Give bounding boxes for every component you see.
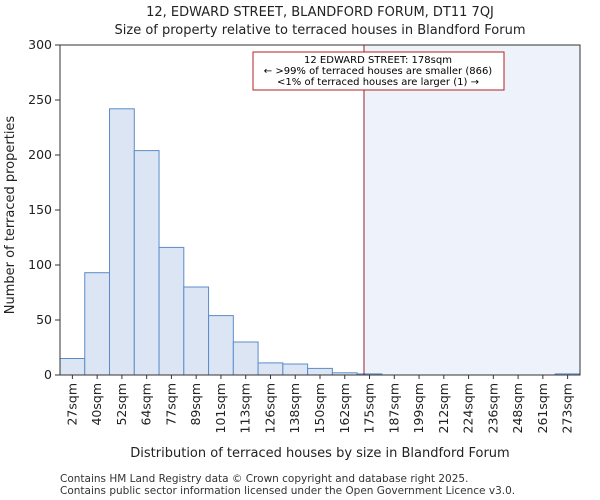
bar-64sqm — [133, 150, 160, 376]
bar-40sqm — [84, 272, 111, 376]
y-tick-label: 0 — [44, 367, 52, 382]
x-tick-label: 77sqm — [163, 383, 178, 426]
x-tick-label: 89sqm — [188, 383, 203, 426]
annotation-smaller: ← >99% of terraced houses are smaller (8… — [264, 66, 493, 77]
x-tick-label: 27sqm — [64, 383, 79, 426]
chart-title: 12, EDWARD STREET, BLANDFORD FORUM, DT11… — [146, 5, 494, 20]
annotation-larger: <1% of terraced houses are larger (1) → — [277, 77, 479, 88]
x-tick-label: 52sqm — [114, 383, 129, 426]
x-tick-label: 261sqm — [535, 383, 550, 433]
larger-region-highlight — [363, 45, 580, 375]
annotation-box: 12 EDWARD STREET: 178sqm ← >99% of terra… — [252, 51, 505, 91]
bars-group — [59, 108, 581, 376]
footer-line-2: Contains public sector information licen… — [60, 485, 515, 497]
x-tick-label: 199sqm — [411, 383, 426, 433]
y-tick-label: 150 — [28, 202, 52, 217]
x-tick-label: 138sqm — [287, 383, 302, 433]
annotation-title: 12 EDWARD STREET: 178sqm — [304, 55, 452, 66]
y-tick-label: 100 — [28, 257, 52, 272]
bar-138sqm — [282, 363, 309, 376]
x-tick-label: 40sqm — [89, 383, 104, 426]
y-axis: 0 50 100 150 200 250 300 — [28, 37, 60, 382]
x-tick-label: 113sqm — [238, 383, 253, 433]
bar-150sqm — [307, 367, 333, 376]
y-axis-label: Number of terraced properties — [3, 116, 18, 315]
x-tick-label: 212sqm — [436, 383, 451, 433]
y-tick-label: 200 — [28, 147, 52, 162]
y-tick-label: 50 — [36, 312, 52, 327]
x-tick-label: 150sqm — [312, 383, 327, 433]
x-tick-label: 126sqm — [262, 383, 277, 433]
x-tick-label: 248sqm — [510, 383, 525, 433]
x-axis-label: Distribution of terraced houses by size … — [130, 446, 509, 461]
y-tick-label: 250 — [28, 92, 52, 107]
chart-subtitle: Size of property relative to terraced ho… — [115, 23, 526, 38]
bar-101sqm — [208, 315, 234, 376]
x-axis: 27sqm 40sqm 52sqm 64sqm 77sqm 89sqm 101sqm 113s… — [64, 375, 575, 433]
x-tick-label: 224sqm — [461, 383, 476, 433]
x-tick-label: 64sqm — [139, 383, 154, 426]
x-tick-label: 175sqm — [362, 383, 377, 433]
x-tick-label: 273sqm — [560, 383, 575, 433]
bar-126sqm — [257, 362, 284, 376]
annotation-frame — [252, 51, 505, 91]
x-tick-label: 187sqm — [386, 383, 401, 433]
bar-113sqm — [232, 341, 259, 376]
footer-line-1: Contains HM Land Registry data © Crown c… — [60, 473, 468, 485]
bar-77sqm — [158, 246, 185, 376]
bar-89sqm — [183, 286, 210, 376]
x-tick-label: 162sqm — [337, 383, 352, 433]
y-tick-label: 300 — [28, 37, 52, 52]
bar-27sqm — [59, 358, 86, 376]
x-tick-label: 236sqm — [485, 383, 500, 433]
bar-52sqm — [109, 108, 135, 376]
x-tick-label: 101sqm — [213, 383, 228, 433]
